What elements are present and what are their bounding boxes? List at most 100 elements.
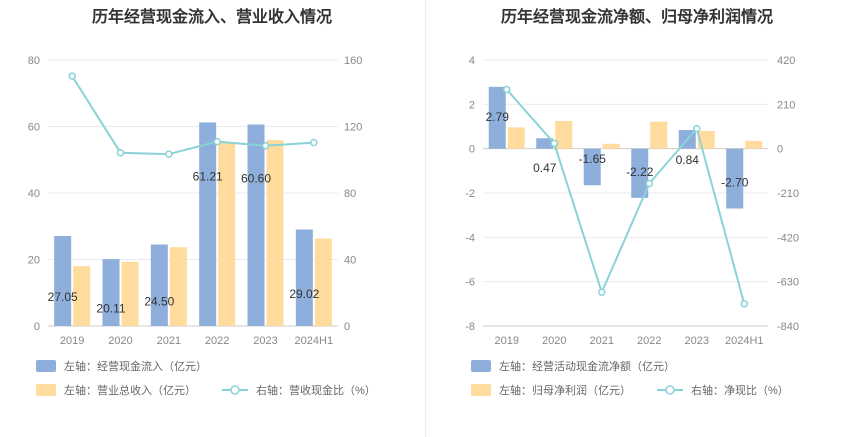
legend-label: 右轴：营收现金比（%）	[256, 383, 376, 397]
bar-0-s0-5	[295, 229, 313, 326]
bar-0-s1-4	[266, 140, 284, 326]
y-right-tick-label: 120	[344, 122, 362, 134]
y-right-tick-label: 160	[344, 55, 362, 67]
x-tick-label: 2024H1	[725, 335, 764, 347]
legend-swatch-line-marker	[230, 385, 240, 395]
chart-panel-right: 历年经营现金流净额、归母净利润情况 -8 -6 -4 -2 0 2 4 -840 -630 -420…	[425, 0, 850, 437]
y-left-tick-label: -2	[465, 188, 475, 200]
x-tick-label: 2021	[157, 335, 181, 347]
line-point-1-2	[598, 288, 606, 296]
bar-0-s0-1	[102, 259, 120, 326]
bar-0-s0-4	[247, 124, 265, 326]
bar-1-s1-3	[650, 121, 668, 149]
y-right-tick-label: -420	[777, 232, 799, 244]
y-right-tick-label: 420	[777, 55, 795, 67]
panel-divider	[425, 0, 426, 437]
bar-0-s0-0	[54, 236, 72, 326]
chart-left-svg: 历年经营现金流入、营业收入情况 0 20 40 60 80 0 40 80 120 160 2019 2…	[28, 7, 376, 397]
grid-lines	[483, 59, 768, 327]
bar-0-s1-2	[169, 247, 187, 326]
x-tick-label: 2022	[637, 335, 661, 347]
legend-label: 左轴：经营活动现金流净额（亿元）	[499, 359, 675, 373]
line-point-1-3	[645, 179, 653, 188]
bar-1-s0-3	[631, 148, 649, 198]
y-right-tick-label: 40	[344, 255, 356, 267]
y-right-tick-label: 80	[344, 188, 356, 200]
y-right-tick-label: -840	[777, 321, 799, 333]
y-left-tick-label: -8	[465, 321, 475, 333]
legend-label: 左轴：经营现金流入（亿元）	[64, 359, 207, 373]
y-right-tick-label: 210	[777, 99, 795, 111]
x-tick-label: 2022	[205, 335, 229, 347]
line-point-0-4	[261, 142, 270, 150]
bar-data-label: 0.84	[676, 153, 700, 167]
bar-data-label: 20.11	[96, 302, 125, 316]
bar-data-label: 24.50	[144, 294, 174, 308]
line-point-1-4	[693, 124, 701, 133]
legend-swatch-bar-secondary	[471, 384, 491, 396]
line-point-1-0	[503, 85, 511, 94]
y-left-tick-label: 0	[469, 144, 475, 156]
y-right-tick-label: -630	[777, 277, 799, 289]
y-left-tick-label: 60	[28, 122, 40, 134]
line-series	[71, 75, 314, 156]
legend-label: 右轴：净现比（%）	[691, 383, 789, 397]
line-series	[506, 88, 746, 305]
bar-data-label: -2.70	[721, 176, 749, 190]
legend-swatch-bar-primary	[36, 360, 56, 372]
y-left-tick-label: 80	[28, 55, 40, 67]
bar-data-label: 2.79	[486, 110, 510, 124]
legend-swatch-line-marker	[665, 385, 675, 395]
bar-1-s0-2	[583, 148, 601, 186]
chart-title: 历年经营现金流入、营业收入情况	[92, 7, 332, 26]
legend-label: 左轴：归母净利润（亿元）	[499, 383, 631, 397]
bar-1-s1-5	[745, 140, 763, 149]
bar-1-s1-2	[602, 143, 620, 149]
x-tick-label: 2019	[495, 335, 519, 347]
line-point-1-5	[740, 300, 748, 308]
x-tick-label: 2020	[542, 335, 566, 347]
bar-0-s1-5	[314, 238, 332, 326]
bar-data-label: 60.60	[241, 172, 271, 186]
bar-0-s0-3	[199, 122, 217, 327]
x-tick-label: 2019	[60, 335, 84, 347]
y-right-tick-label: -210	[777, 188, 799, 200]
y-left-tick-label: 40	[28, 188, 40, 200]
bar-1-s0-5	[726, 148, 744, 209]
x-tick-label: 2023	[685, 335, 709, 347]
line-point-1-1	[550, 139, 558, 148]
line-point-0-2	[165, 150, 173, 158]
chart-right-svg: 历年经营现金流净额、归母净利润情况 -8 -6 -4 -2 0 2 4 -840 -630 -420…	[465, 7, 799, 397]
chart-legend: 左轴：经营现金流入（亿元） 左轴：营业总收入（亿元） 右轴：营收现金比（%）	[36, 359, 376, 397]
x-tick-label: 2023	[253, 335, 277, 347]
bar-data-label: 27.05	[48, 290, 78, 304]
bar-1-s1-0	[507, 127, 525, 149]
bar-data-label: 29.02	[289, 287, 319, 301]
y-left-tick-label: 4	[469, 55, 475, 67]
line-point-0-0	[68, 72, 76, 80]
bar-0-s1-0	[73, 266, 91, 326]
chart-legend: 左轴：经营活动现金流净额（亿元） 左轴：归母净利润（亿元） 右轴：净现比（%）	[471, 359, 789, 397]
x-tick-label: 2024H1	[295, 335, 334, 347]
x-tick-label: 2021	[590, 335, 614, 347]
x-tick-label: 2020	[108, 335, 132, 347]
line-point-0-5	[310, 138, 318, 147]
bar-data-label: 61.21	[193, 169, 223, 183]
line-point-0-3	[213, 137, 221, 146]
y-left-tick-label: -4	[465, 232, 475, 244]
bar-data-label: 0.47	[533, 161, 557, 175]
chart-title: 历年经营现金流净额、归母净利润情况	[501, 7, 773, 26]
bar-data-label: -2.22	[626, 165, 654, 179]
bar-0-s0-2	[150, 244, 168, 326]
y-left-tick-label: 0	[34, 321, 40, 333]
bar-1-s0-0	[488, 86, 506, 149]
y-left-tick-label: 20	[28, 255, 40, 267]
chart-panel-left: 历年经营现金流入、营业收入情况 0 20 40 60 80 0 40 80 120 160 2019 2…	[28, 7, 376, 397]
bar-1-s1-1	[555, 120, 573, 149]
legend-swatch-bar-secondary	[36, 384, 56, 396]
y-right-tick-label: 0	[344, 321, 350, 333]
legend-label: 左轴：营业总收入（亿元）	[64, 383, 196, 397]
bar-data-label: -1.65	[579, 152, 607, 166]
y-left-tick-label: 2	[469, 99, 475, 111]
y-left-tick-label: -6	[465, 277, 475, 289]
